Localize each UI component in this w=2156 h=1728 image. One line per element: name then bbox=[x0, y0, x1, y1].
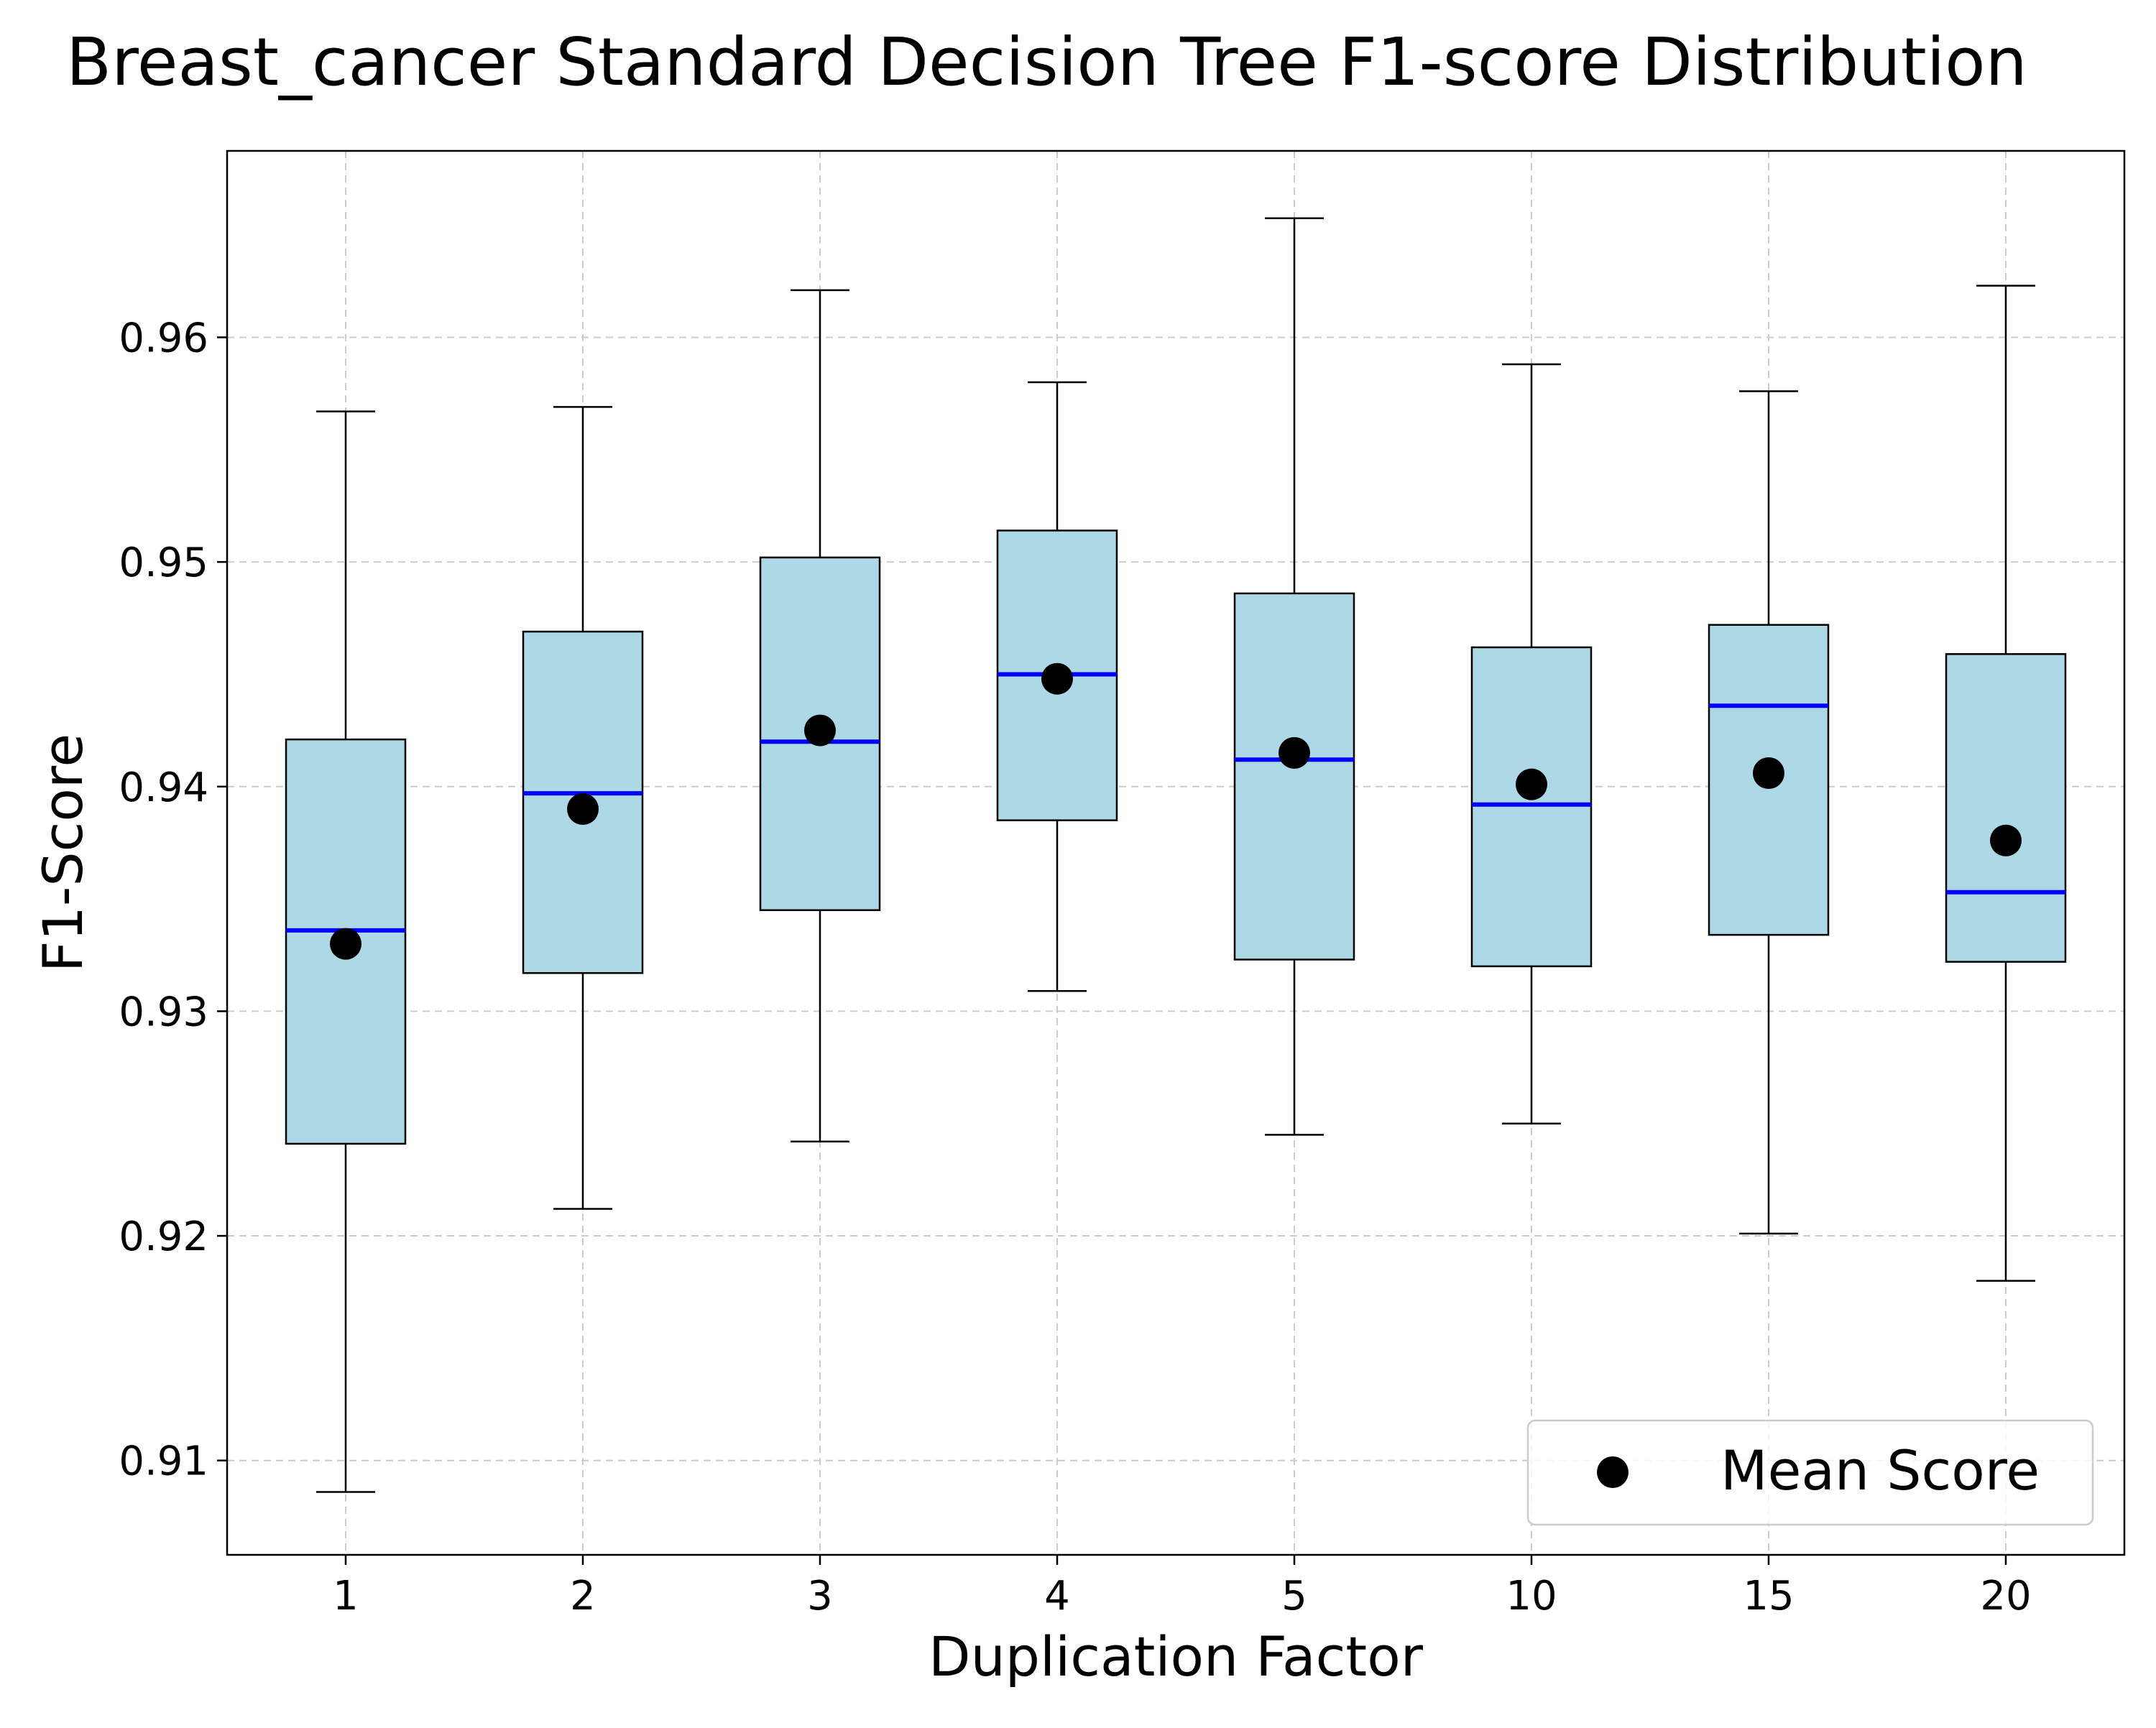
iqr-box bbox=[1233, 592, 1355, 961]
y-tick-label: 0.93 bbox=[119, 989, 208, 1035]
y-tick-label: 0.96 bbox=[119, 315, 208, 361]
box-group bbox=[1945, 285, 2067, 1282]
mean-marker bbox=[567, 793, 599, 826]
x-tick-label: 5 bbox=[1281, 1573, 1307, 1620]
legend-mean-marker bbox=[1597, 1456, 1628, 1488]
mean-marker bbox=[1990, 824, 2022, 856]
y-tick-label: 0.95 bbox=[119, 540, 208, 586]
x-tick-label: 3 bbox=[807, 1573, 833, 1620]
y-tick-label: 0.91 bbox=[119, 1438, 208, 1485]
box-series bbox=[285, 217, 2067, 1493]
mean-marker bbox=[1279, 736, 1310, 769]
y-tick-label: 0.92 bbox=[119, 1214, 208, 1260]
box-group bbox=[1470, 363, 1593, 1124]
x-axis-label: Duplication Factor bbox=[929, 1625, 1424, 1688]
x-tick-label: 4 bbox=[1044, 1573, 1070, 1620]
x-tick-label: 10 bbox=[1506, 1573, 1557, 1620]
box-group bbox=[1233, 217, 1355, 1136]
y-tick-label: 0.94 bbox=[119, 764, 208, 811]
iqr-box bbox=[1470, 646, 1593, 968]
mean-marker bbox=[330, 928, 361, 960]
box-group bbox=[285, 410, 407, 1493]
iqr-box bbox=[1945, 653, 2067, 963]
mean-marker bbox=[1041, 662, 1073, 695]
x-tick-label: 2 bbox=[570, 1573, 596, 1620]
x-axis-ticks: 1 2 3 4 5 10 15 20 bbox=[333, 1555, 2032, 1620]
legend-frame bbox=[1526, 1419, 2094, 1526]
legend-label-mean-score: Mean Score bbox=[1720, 1438, 2040, 1502]
mean-marker bbox=[1753, 757, 1784, 790]
mean-markers bbox=[330, 662, 2022, 960]
x-tick-label: 1 bbox=[333, 1573, 359, 1620]
y-axis-ticks: 0.91 0.92 0.93 0.94 0.95 0.96 bbox=[119, 315, 227, 1485]
plot-area-frame bbox=[226, 149, 2126, 1556]
y-axis-label: F1-Score bbox=[31, 734, 95, 972]
mean-marker bbox=[804, 714, 836, 747]
legend: Mean Score bbox=[1526, 1419, 2094, 1526]
mean-marker bbox=[1516, 768, 1547, 800]
x-tick-label: 20 bbox=[1980, 1573, 2031, 1620]
x-tick-label: 15 bbox=[1743, 1573, 1794, 1620]
chart-title: Breast_cancer Standard Decision Tree F1-… bbox=[66, 24, 2027, 101]
